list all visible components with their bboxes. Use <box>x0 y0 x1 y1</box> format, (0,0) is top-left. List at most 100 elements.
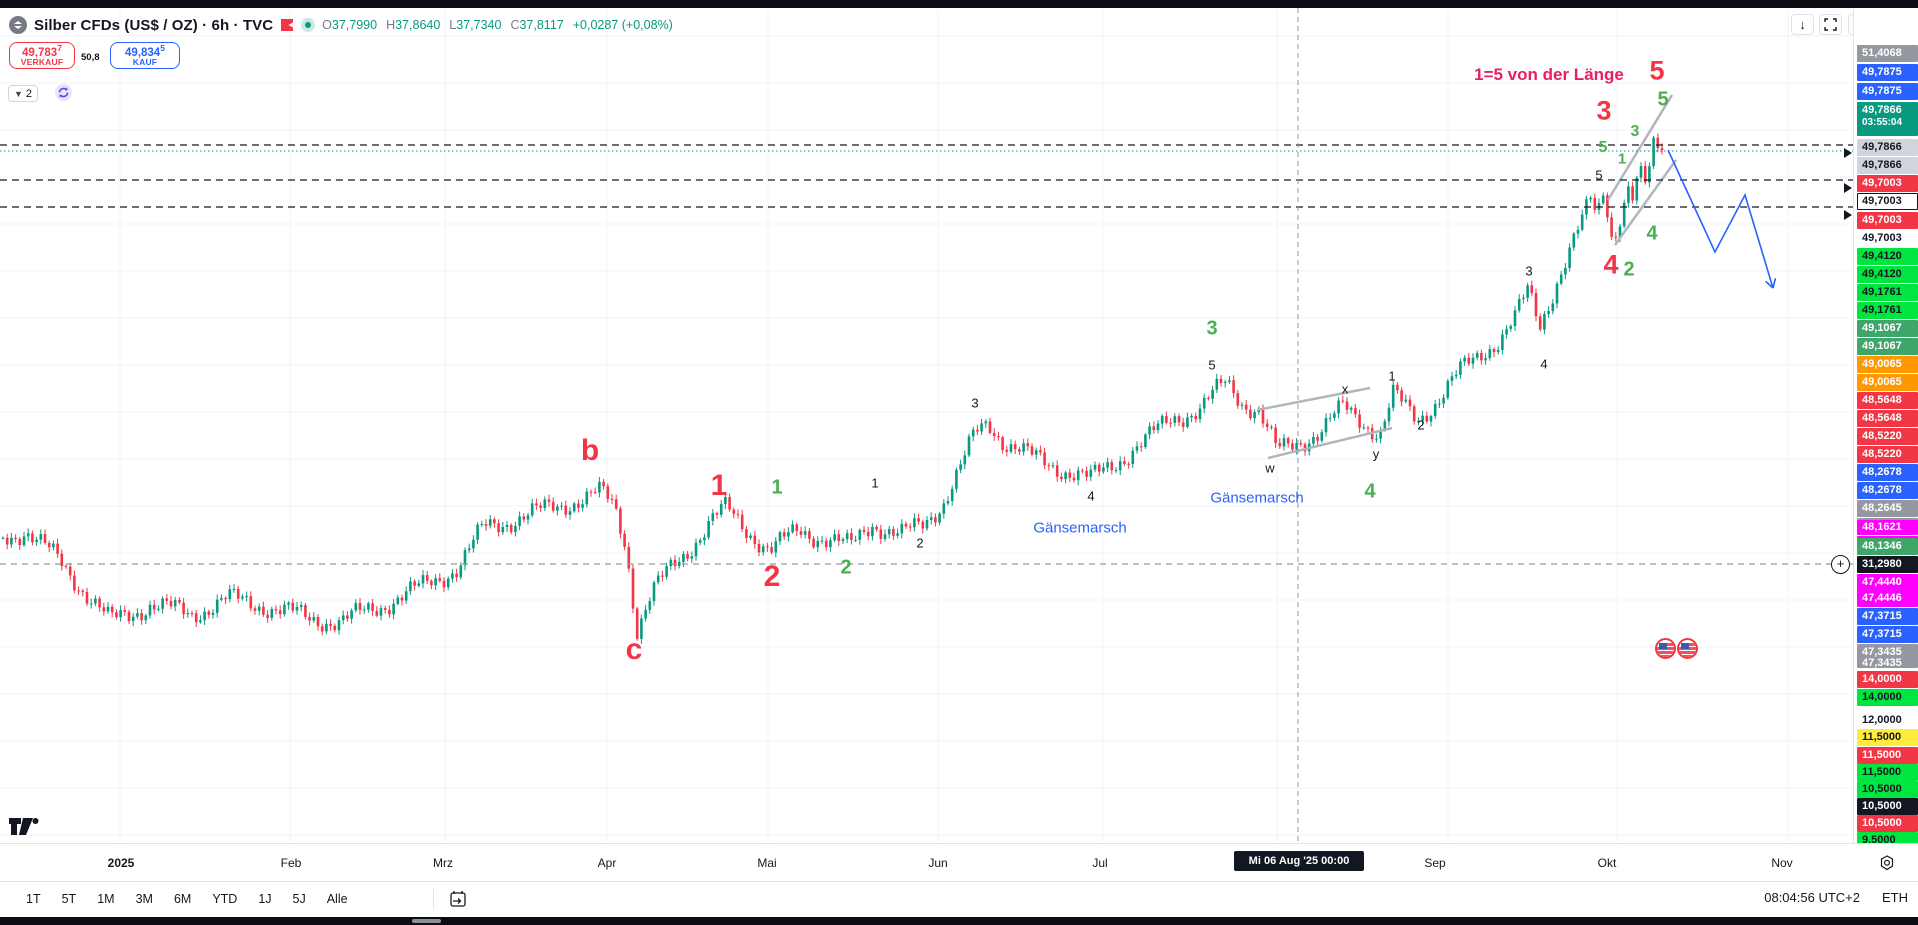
time-axis[interactable]: Mi 06 Aug '25 00:00 2025 Feb Mrz Apr Mai Jun J… <box>0 843 1918 882</box>
price-axis-label: 49,1761 <box>1857 284 1918 301</box>
level-line-marker <box>1844 183 1852 193</box>
gear-icon[interactable] <box>1878 854 1896 872</box>
price-axis-label: 49,7875 <box>1857 64 1918 81</box>
price-axis-label: 48,1346 <box>1857 538 1918 555</box>
price-axis-label: 48,5220 <box>1857 428 1918 445</box>
price-axis-label: 49,0065 <box>1857 374 1918 391</box>
download-icon[interactable]: ↓ <box>1791 14 1814 35</box>
price-axis-label: 47,4446 <box>1857 590 1918 607</box>
price-axis[interactable]: 51,4068 49,7875 49,7875 49,7866 03:55:04 49,7… <box>1853 8 1918 849</box>
time-axis-month-label: 2025 <box>107 856 135 870</box>
range-buttons: 1T 5T 1M 3M 6M YTD 1J 5J Alle <box>24 890 350 908</box>
price-axis-label: 51,4068 <box>1857 45 1918 62</box>
price-axis-label: 49,4120 <box>1857 266 1918 283</box>
price-axis-label: 48,5648 <box>1857 410 1918 427</box>
price-axis-label: 11,5000 <box>1857 747 1918 764</box>
market-status-dot[interactable] <box>301 18 316 32</box>
ohlc-low: 37,7340 <box>456 18 502 32</box>
price-axis-label: 49,4120 <box>1857 248 1918 265</box>
chart-legend[interactable]: Silber CFDs (US$ / OZ) · 6h · TVC O37,79… <box>9 14 673 36</box>
trend-channel-line <box>1606 94 1674 201</box>
tradingview-logo[interactable] <box>8 817 40 836</box>
range-button-1m[interactable]: 1M <box>97 892 115 906</box>
price-axis-label: 14,0000 <box>1857 689 1918 706</box>
trend-channel-line <box>1613 159 1678 246</box>
time-axis-month-label: Sep <box>1424 856 1446 870</box>
price-axis-label: 47,3715 <box>1857 608 1918 625</box>
price-axis-label: 47,3435 <box>1857 644 1918 661</box>
range-button-alle[interactable]: Alle <box>326 892 348 906</box>
level-line-marker <box>1844 210 1852 220</box>
time-axis-month-label: Jun <box>928 856 948 870</box>
spread-value: 50,8 <box>81 52 100 63</box>
price-axis-label: 48,2678 <box>1857 482 1918 499</box>
time-axis-month-label: Okt <box>1597 856 1617 870</box>
price-axis-label: 49,7003 <box>1857 175 1918 192</box>
symbol-title[interactable]: Silber CFDs (US$ / OZ) · 6h · TVC <box>34 16 274 34</box>
price-axis-label: 14,0000 <box>1857 671 1918 688</box>
price-axis-label: 49,7003 <box>1862 232 1902 244</box>
price-axis-label: 49,7003 <box>1857 193 1918 210</box>
exchange-label[interactable]: ETH <box>1882 890 1908 905</box>
time-axis-month-label: Nov <box>1771 856 1793 870</box>
price-axis-label: 11,5000 <box>1857 764 1918 781</box>
toolbar-divider <box>433 889 434 909</box>
range-button-1j[interactable]: 1J <box>258 892 272 906</box>
crosshair-date-label: Mi 06 Aug '25 00:00 <box>1234 851 1364 871</box>
ohlc-open: 37,7990 <box>331 18 378 32</box>
price-axis-label: 10,5000 <box>1857 798 1918 815</box>
candlestick-chart-canvas[interactable] <box>0 0 1853 843</box>
range-button-ytd[interactable]: YTD <box>212 892 238 906</box>
price-axis-label: 49,0065 <box>1857 356 1918 373</box>
level-line-marker <box>1844 148 1852 158</box>
symbol-flag-icon[interactable] <box>280 18 294 32</box>
trend-channel-line <box>1256 386 1371 412</box>
trend-channel-line <box>1267 426 1393 460</box>
price-axis-label: 49,7003 <box>1857 212 1918 229</box>
price-axis-label: 47,3435 <box>1857 658 1918 668</box>
range-button-3m[interactable]: 3M <box>135 892 153 906</box>
range-button-5t[interactable]: 5T <box>61 892 77 906</box>
bottom-black-strip <box>0 917 1918 925</box>
time-axis-month-label: Feb <box>280 856 302 870</box>
price-axis-label: 49,7866 <box>1857 139 1918 156</box>
ohlc-close: 37,8117 <box>519 18 564 32</box>
refresh-icon[interactable] <box>55 84 72 101</box>
sell-button[interactable]: 49,7837 VERKAUF <box>9 42 75 69</box>
price-axis-label: 49,7866 03:55:04 <box>1857 102 1918 136</box>
price-axis-label: 47,4440 <box>1857 574 1918 591</box>
plus-circle-icon[interactable]: + <box>1831 555 1850 574</box>
time-axis-month-label: Mai <box>757 856 777 870</box>
price-axis-label: 48,1621 <box>1857 520 1918 535</box>
symbol-logo-icon <box>9 16 27 34</box>
price-axis-label: 49,1067 <box>1857 338 1918 355</box>
price-axis-label: 47,3715 <box>1857 626 1918 643</box>
top-black-bar <box>0 0 1918 8</box>
range-button-5j[interactable]: 5J <box>292 892 306 906</box>
time-axis-month-label: Mrz <box>433 856 453 870</box>
price-axis-label: 10,5000 <box>1857 815 1918 832</box>
taskbar-handle <box>412 919 441 923</box>
ohlc-readout: O37,7990 H37,8640 L37,7340 C37,8117 +0,0… <box>322 18 673 32</box>
candle-series <box>1 133 1664 644</box>
chevron-down-icon: ▼ <box>13 88 23 99</box>
price-axis-label: 48,2645 <box>1857 500 1918 517</box>
bottom-toolbar: 1T 5T 1M 3M 6M YTD 1J 5J Alle 08:04:56 UTC+2 ETH <box>0 882 1918 917</box>
goto-date-icon[interactable] <box>447 888 469 910</box>
legend-collapse-button[interactable]: ▼ 2 <box>8 85 38 102</box>
fullscreen-icon[interactable] <box>1819 14 1842 35</box>
price-axis-label: 48,5648 <box>1857 392 1918 409</box>
range-button-1t[interactable]: 1T <box>26 892 41 906</box>
price-axis-label: 49,7866 <box>1857 157 1918 174</box>
clock-timezone[interactable]: 08:04:56 UTC+2 <box>1764 890 1860 905</box>
time-axis-month-label: Apr <box>597 856 617 870</box>
time-axis-month-label: Jul <box>1092 856 1108 870</box>
ohlc-high: 37,8640 <box>395 18 441 32</box>
price-axis-label: 12,0000 <box>1862 714 1902 726</box>
price-axis-label: 11,5000 <box>1857 729 1918 746</box>
range-button-6m[interactable]: 6M <box>173 892 192 906</box>
price-axis-label: 10,5000 <box>1857 781 1918 798</box>
forecast-arrow <box>1667 149 1774 289</box>
buy-button[interactable]: 49,8345 KAUF <box>110 42 180 69</box>
